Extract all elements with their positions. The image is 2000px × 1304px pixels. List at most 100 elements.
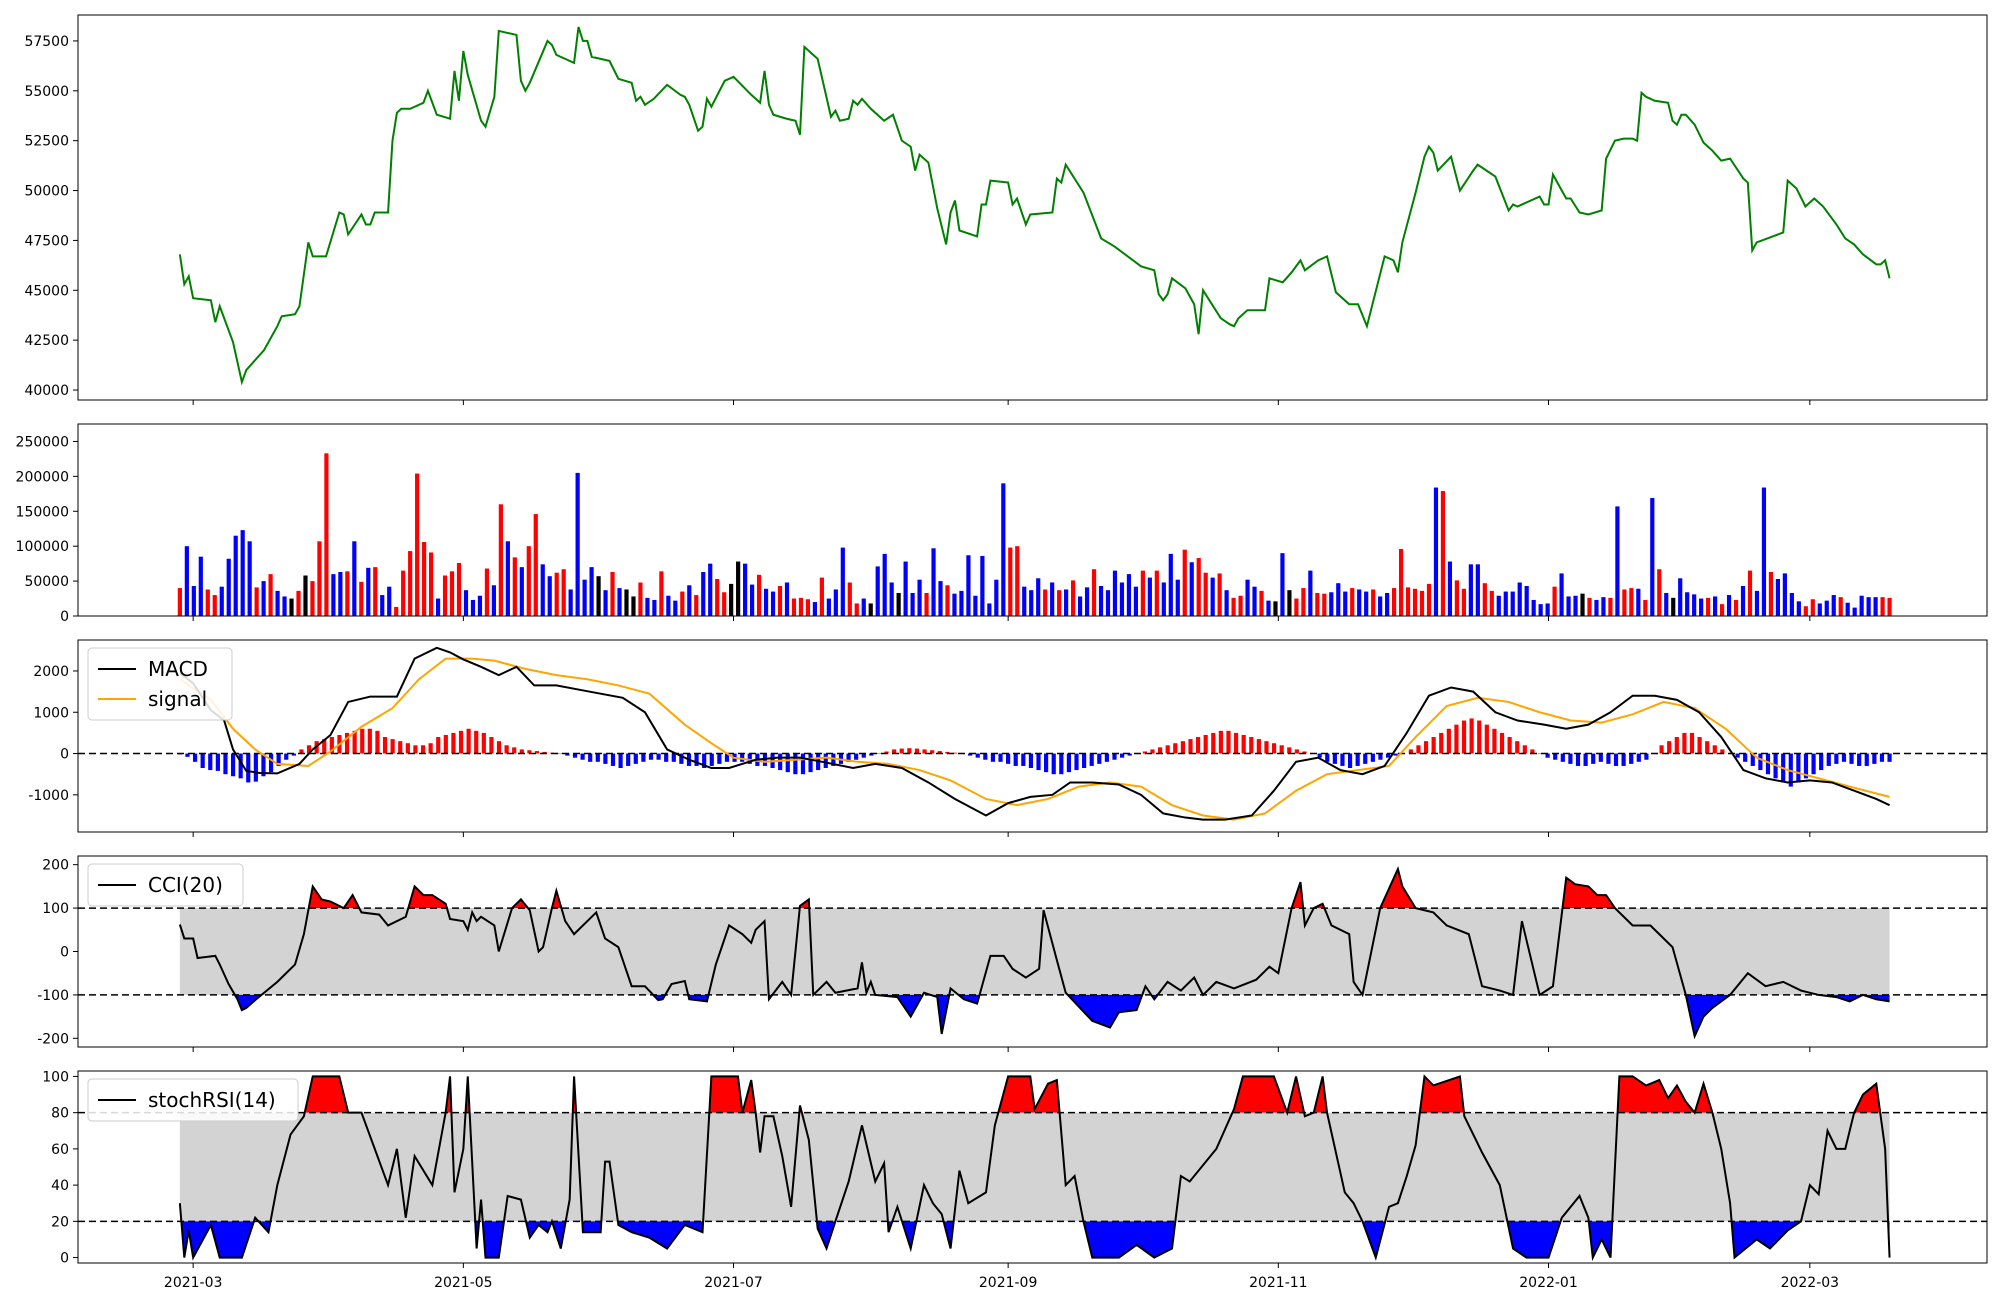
volume-bar — [959, 590, 964, 616]
macd-histogram-bar — [1173, 743, 1178, 754]
oversold-fill — [1362, 1221, 1386, 1258]
volume-bar — [638, 582, 643, 616]
volume-bar — [1301, 588, 1306, 616]
oversold-fill — [181, 1221, 254, 1258]
volume-bar — [903, 561, 908, 616]
macd-histogram-bar — [983, 753, 988, 760]
volume-bar — [1782, 573, 1787, 616]
macd-histogram-bar — [1256, 739, 1261, 754]
volume-bar — [1524, 585, 1529, 616]
y-tick-label: 100 — [42, 1069, 69, 1085]
macd-histogram-bar — [930, 750, 935, 754]
volume-bar — [1112, 570, 1118, 616]
volume-bar — [177, 588, 182, 616]
volume-bar — [1294, 598, 1299, 616]
macd-histogram-bar — [945, 751, 950, 754]
volume-bar — [1077, 596, 1083, 616]
oversold-fill — [1685, 994, 1731, 1037]
macd-histogram-bar — [1120, 753, 1125, 758]
panel-stochrsi: stochRSI(14) 0 20 40 60 80 100 2021-03 2021-05 20… — [42, 1069, 1988, 1291]
macd-histogram-bar — [1720, 749, 1725, 754]
volume-bar — [819, 577, 824, 616]
volume-bar — [756, 574, 762, 616]
volume-bar — [1378, 596, 1383, 616]
panel-macd: MACD signal -1000 0 1000 2000 — [28, 639, 1988, 837]
macd-histogram-bar — [694, 753, 699, 766]
volume-bar — [1064, 589, 1069, 616]
x-tick-label: 2021-11 — [1249, 1275, 1308, 1291]
overbought-fill — [742, 1080, 756, 1113]
volume-bar — [1629, 588, 1634, 616]
oversold-fill — [875, 994, 923, 1017]
macd-histogram-bar — [1461, 720, 1467, 754]
macd-histogram-bar — [382, 737, 388, 754]
legend-box — [87, 1078, 299, 1122]
macd-histogram-bar — [1082, 753, 1087, 768]
macd-histogram-bar — [717, 753, 722, 764]
x-tick-label: 2021-03 — [164, 1275, 223, 1291]
macd-histogram-bar — [1203, 734, 1208, 754]
macd-histogram-bar — [1583, 753, 1588, 766]
macd-histogram-bar — [1051, 753, 1056, 775]
volume-bar — [422, 541, 427, 616]
y-tick-label: 60 — [51, 1142, 69, 1158]
macd-histogram-bar — [253, 753, 258, 782]
macd-histogram-bar — [1477, 720, 1482, 754]
volume-bar — [547, 576, 552, 616]
volume-bar — [1433, 487, 1439, 616]
macd-histogram-bar — [618, 753, 623, 768]
volume-bar — [603, 590, 608, 616]
volume-bar — [833, 589, 838, 616]
volume-bar — [1880, 597, 1885, 616]
macd-histogram-bar — [1667, 741, 1672, 754]
volume-bar — [868, 603, 873, 616]
volume-bar — [1224, 590, 1229, 616]
macd-histogram-bar — [1233, 732, 1239, 754]
volume-bar — [1447, 561, 1453, 616]
volume-bar — [1371, 589, 1376, 616]
volume-bar — [324, 453, 329, 616]
macd-histogram-bar — [869, 753, 874, 756]
macd-histogram-bar — [1606, 753, 1611, 764]
volume-bar — [380, 595, 385, 616]
y-tick-label: 47500 — [24, 233, 69, 249]
volume-bar — [233, 535, 238, 616]
volume-bar — [1252, 586, 1257, 616]
macd-histogram-bar — [1036, 753, 1041, 771]
volume-bar — [1636, 588, 1641, 616]
volume-bar — [966, 555, 971, 616]
volume-bar — [1503, 591, 1508, 616]
axes-frame — [77, 423, 1988, 617]
oversold-fill — [1731, 1221, 1801, 1258]
macd-histogram-bar — [1803, 753, 1809, 779]
volume-bar — [994, 579, 999, 616]
volume-bar — [791, 598, 797, 616]
volume-bar — [1761, 487, 1767, 616]
volume-bar — [338, 572, 343, 616]
macd-histogram-bar — [1712, 745, 1717, 754]
macd-histogram-bar — [1591, 753, 1596, 764]
macd-histogram-bar — [1006, 753, 1011, 764]
macd-histogram-bar — [1446, 728, 1451, 754]
volume-bar — [1468, 564, 1473, 616]
macd-histogram-bar — [1682, 732, 1687, 754]
volume-bar — [1664, 592, 1669, 616]
volume-bar — [777, 585, 783, 616]
volume-bar — [1140, 570, 1145, 616]
volume-bar — [896, 592, 901, 616]
macd-histogram-bar — [747, 753, 752, 764]
macd-histogram-bar — [907, 748, 912, 754]
volume-bar — [470, 599, 476, 616]
volume-bar — [1350, 588, 1355, 616]
macd-series-line — [179, 646, 1890, 821]
volume-bar — [505, 541, 510, 616]
macd-histogram-bar — [1796, 753, 1801, 783]
macd-histogram-bar — [914, 748, 920, 754]
macd-histogram-bar — [793, 753, 798, 775]
volume-bar — [1015, 546, 1020, 616]
volume-bar — [1831, 595, 1836, 616]
macd-histogram-bar — [329, 737, 334, 754]
macd-histogram-bar — [1416, 745, 1421, 754]
volume-bar — [240, 530, 245, 616]
macd-histogram-bar — [1674, 737, 1679, 754]
